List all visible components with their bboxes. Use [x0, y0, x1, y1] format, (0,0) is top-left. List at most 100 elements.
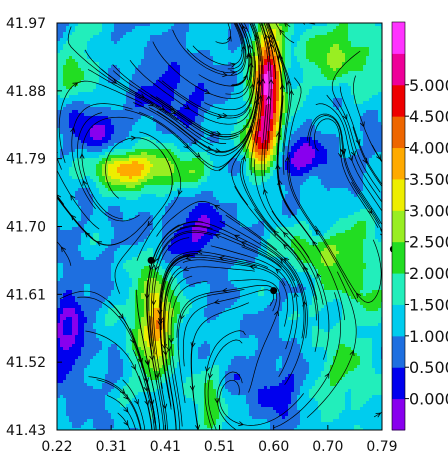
speed-cell: [255, 134, 259, 138]
speed-cell: [270, 425, 298, 429]
speed-cell: [144, 329, 151, 333]
speed-cell: [303, 143, 310, 147]
speed-cell: [138, 89, 175, 93]
streamline-arrow: [279, 29, 285, 35]
speed-cell: [249, 95, 253, 99]
speed-cell: [171, 26, 190, 30]
speed-cell: [321, 71, 349, 75]
speed-cell: [201, 104, 214, 108]
speed-cell: [105, 176, 112, 180]
speed-cell: [183, 275, 229, 279]
speed-cell: [207, 227, 223, 231]
speed-cell: [132, 29, 169, 33]
speed-cell: [375, 371, 382, 375]
speed-cell: [108, 173, 121, 177]
speed-cell: [111, 221, 154, 225]
speed-cell: [174, 353, 181, 357]
speed-cell: [360, 359, 373, 363]
speed-cell: [309, 176, 319, 180]
speed-cell: [114, 161, 133, 165]
speed-cell: [249, 155, 253, 159]
speed-cell: [108, 71, 121, 75]
speed-cell: [138, 428, 199, 430]
colorbar-label: 4.500: [409, 107, 448, 126]
speed-cell: [315, 383, 331, 387]
speed-cell: [273, 137, 277, 141]
speed-cell: [303, 77, 328, 81]
speed-cell: [57, 110, 73, 114]
speed-cell: [57, 164, 73, 168]
speed-cell: [156, 257, 163, 261]
speed-cell: [207, 317, 217, 321]
speed-cell: [285, 68, 289, 72]
speed-cell: [111, 122, 136, 126]
speed-cell: [282, 41, 286, 45]
speed-cell: [165, 269, 184, 273]
speed-cell: [273, 80, 277, 84]
speed-cell: [72, 131, 91, 135]
speed-cell: [57, 77, 64, 81]
y-tick-label: 41.52: [6, 355, 46, 371]
speed-cell: [264, 110, 274, 114]
speed-cell: [57, 416, 70, 420]
streamline: [156, 201, 278, 251]
speed-cell: [138, 287, 145, 291]
speed-cell: [285, 83, 292, 87]
speed-cell: [264, 104, 274, 108]
speed-cell: [243, 62, 250, 66]
speed-cell: [150, 170, 175, 174]
speed-cell: [285, 113, 295, 117]
speed-cell: [81, 254, 100, 258]
streamline-arrow: [184, 104, 191, 110]
speed-cell: [81, 305, 103, 309]
speed-cell: [297, 86, 313, 90]
speed-cell: [60, 302, 79, 306]
speed-cell: [237, 77, 244, 81]
speed-cell: [171, 284, 181, 288]
streamline-arrow: [129, 337, 135, 344]
speed-cell: [108, 362, 124, 366]
speed-cell: [285, 65, 292, 69]
speed-cell: [150, 413, 154, 417]
speed-cell: [285, 377, 295, 381]
streamline-arrow: [341, 148, 347, 155]
speed-cell: [255, 92, 259, 96]
speed-cell: [342, 50, 370, 54]
speed-cell: [282, 134, 286, 138]
speed-cell: [249, 335, 256, 339]
speed-cell: [168, 323, 172, 327]
speed-cell: [249, 107, 253, 111]
speed-cell: [315, 284, 325, 288]
speed-cell: [72, 227, 85, 231]
speed-cell: [123, 368, 133, 372]
speed-cell: [135, 314, 145, 318]
speed-cell: [282, 89, 286, 93]
speed-cell: [285, 197, 301, 201]
speed-cell: [189, 50, 199, 54]
streamline-arrow: [118, 313, 124, 320]
speed-cell: [300, 62, 316, 66]
speed-cell: [147, 41, 187, 45]
speed-cell: [114, 131, 130, 135]
speed-cell: [345, 392, 352, 396]
streamline: [133, 102, 252, 157]
speed-cell: [195, 224, 211, 228]
speed-cell: [249, 404, 262, 408]
speed-cell: [150, 38, 187, 42]
speed-cell: [198, 347, 211, 351]
speed-cell: [246, 395, 259, 399]
speed-cell: [357, 332, 382, 336]
speed-cell: [360, 290, 373, 294]
speed-cell: [207, 302, 235, 306]
speed-cell: [66, 29, 76, 33]
speed-cell: [270, 146, 274, 150]
speed-cell: [84, 314, 97, 318]
speed-cell: [171, 104, 184, 108]
speed-cell: [153, 218, 163, 222]
streamline: [210, 245, 294, 350]
speed-cell: [291, 314, 301, 318]
speed-cell: [291, 395, 298, 399]
speed-cell: [300, 410, 322, 414]
speed-cell: [186, 41, 229, 45]
speed-cell: [255, 74, 259, 78]
